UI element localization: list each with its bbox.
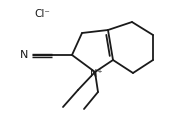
Text: Cl⁻: Cl⁻ bbox=[34, 9, 50, 19]
Text: N: N bbox=[20, 50, 28, 60]
Text: N⁺: N⁺ bbox=[90, 69, 102, 79]
